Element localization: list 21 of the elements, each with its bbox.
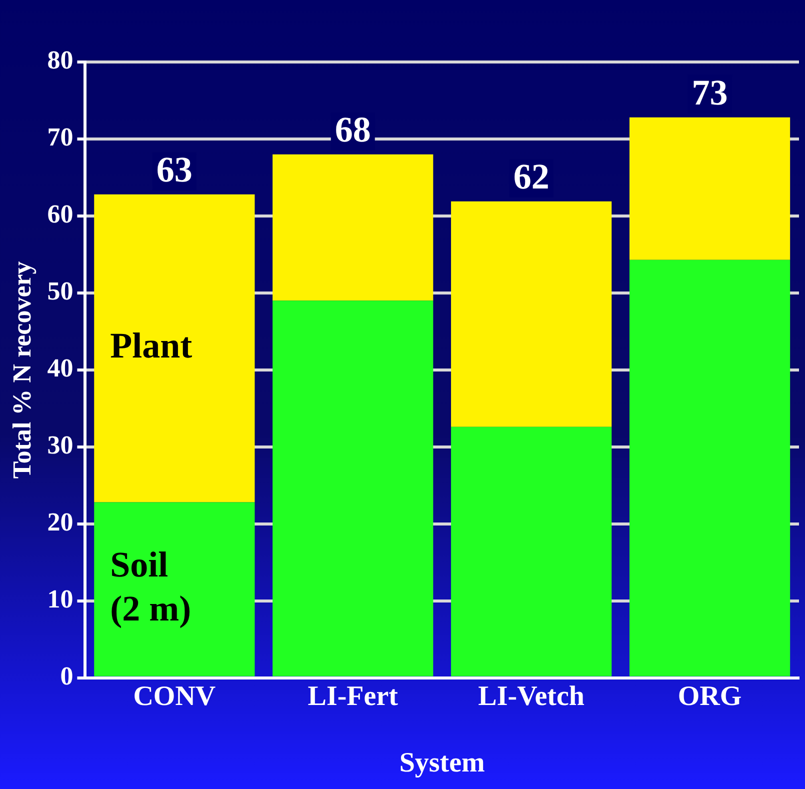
x-tick-label: CONV [133,680,216,712]
y-tick-label: 50 [47,276,74,306]
y-tick-label: 40 [47,354,74,383]
total-label: 62 [513,156,550,197]
series-label: Plant [110,326,192,366]
y-tick-label: 20 [47,508,74,537]
x-tick-label: LI-Fert [308,680,399,712]
series-label: Soil (2 m) [110,544,192,629]
total-label: 63 [156,150,192,190]
y-axis-title: Total % N recovery [7,261,36,479]
y-tick-label: 60 [47,200,74,229]
total-label: 73 [692,72,728,113]
y-tick-label: 70 [47,122,74,152]
total-label: 68 [334,110,371,150]
x-axis-title: System [399,747,485,778]
y-tick-label: 30 [47,430,74,460]
y-tick-label: 80 [47,46,74,75]
y-tick-label: 0 [60,662,74,691]
x-tick-label: LI-Vetch [478,680,585,712]
y-tick-label: 10 [47,584,74,614]
x-tick-label: ORG [678,680,742,712]
